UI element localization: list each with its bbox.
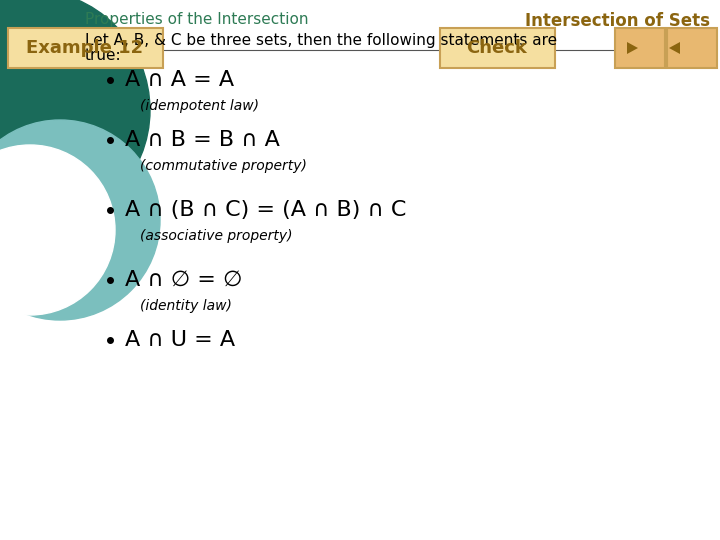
FancyBboxPatch shape [667, 28, 717, 68]
Text: A ∩ U = A: A ∩ U = A [125, 330, 235, 350]
Text: A ∩ A = A: A ∩ A = A [125, 70, 234, 90]
Text: (identity law): (identity law) [140, 299, 232, 313]
FancyBboxPatch shape [615, 28, 665, 68]
Text: Properties of the Intersection: Properties of the Intersection [85, 12, 308, 27]
Text: A ∩ B = B ∩ A: A ∩ B = B ∩ A [125, 130, 280, 150]
Text: true:: true: [85, 48, 122, 63]
Text: A ∩ ∅ = ∅: A ∩ ∅ = ∅ [125, 270, 243, 290]
Text: (associative property): (associative property) [140, 229, 292, 243]
Circle shape [0, 0, 150, 230]
Circle shape [0, 145, 115, 315]
Text: Let A, B, & C be three sets, then the following statements are: Let A, B, & C be three sets, then the fo… [85, 33, 557, 48]
Polygon shape [669, 42, 680, 54]
FancyBboxPatch shape [8, 28, 163, 68]
Text: Example 12: Example 12 [27, 39, 143, 57]
Circle shape [0, 120, 160, 320]
Text: Check: Check [467, 39, 528, 57]
Text: Intersection of Sets: Intersection of Sets [525, 12, 710, 30]
Text: (idempotent law): (idempotent law) [140, 99, 259, 113]
Text: A ∩ (B ∩ C) = (A ∩ B) ∩ C: A ∩ (B ∩ C) = (A ∩ B) ∩ C [125, 200, 406, 220]
Polygon shape [627, 42, 638, 54]
FancyBboxPatch shape [440, 28, 555, 68]
Text: (commutative property): (commutative property) [140, 159, 307, 173]
